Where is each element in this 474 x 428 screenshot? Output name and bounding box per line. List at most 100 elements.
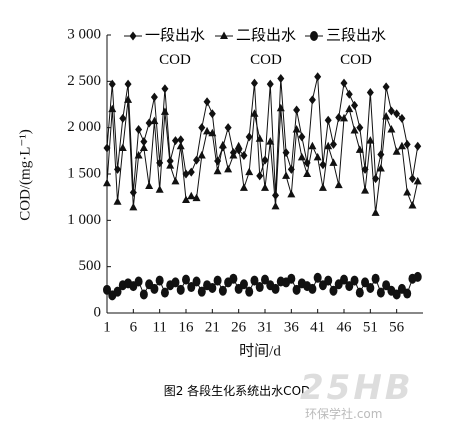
marker xyxy=(382,280,391,291)
marker xyxy=(382,112,391,120)
marker xyxy=(176,284,185,295)
marker xyxy=(350,275,359,286)
marker xyxy=(340,113,348,122)
marker xyxy=(340,274,348,285)
marker xyxy=(255,282,264,293)
marker xyxy=(187,167,195,177)
marker xyxy=(213,275,222,286)
marker xyxy=(382,82,390,92)
marker xyxy=(398,113,406,123)
marker xyxy=(213,166,222,175)
marker xyxy=(197,286,206,297)
caption: 图2 各段生化系统出水COD xyxy=(163,384,311,398)
marker xyxy=(187,191,196,200)
marker xyxy=(166,161,175,169)
marker xyxy=(329,139,337,149)
marker xyxy=(366,136,375,144)
legend-icon xyxy=(305,31,323,41)
x-tick-label: 31 xyxy=(258,319,273,335)
marker xyxy=(308,141,317,150)
marker xyxy=(413,176,422,185)
marker xyxy=(329,285,338,296)
watermark: 25HB xyxy=(300,368,414,408)
marker xyxy=(319,160,327,170)
x-tick-label: 46 xyxy=(337,319,353,335)
marker xyxy=(145,118,153,128)
marker xyxy=(261,155,269,165)
y-tick-label: 3 000 xyxy=(67,26,101,42)
marker xyxy=(387,125,396,133)
marker xyxy=(229,273,238,284)
legend-icon xyxy=(124,31,142,41)
marker xyxy=(276,103,285,112)
marker xyxy=(266,79,274,89)
marker xyxy=(218,285,227,296)
marker xyxy=(108,104,117,113)
y-tick-label: 0 xyxy=(94,304,102,320)
marker xyxy=(250,109,259,117)
marker xyxy=(250,275,259,286)
marker xyxy=(376,163,385,172)
x-tick-label: 16 xyxy=(179,319,195,335)
marker xyxy=(208,109,216,119)
marker xyxy=(161,84,169,94)
marker xyxy=(310,31,318,41)
marker xyxy=(272,190,280,200)
marker xyxy=(408,174,416,184)
marker xyxy=(351,100,359,110)
y-tick-label: 1 500 xyxy=(67,165,101,181)
legend-label: 一段出水COD xyxy=(144,28,205,68)
marker xyxy=(139,289,148,300)
marker xyxy=(150,116,159,125)
marker xyxy=(292,125,301,133)
marker xyxy=(408,201,417,209)
marker xyxy=(371,273,380,284)
marker xyxy=(192,193,201,202)
y-tick-label: 1 000 xyxy=(67,212,101,228)
marker xyxy=(345,281,354,292)
marker xyxy=(160,107,169,115)
legend-item: 一段出水COD xyxy=(124,24,208,72)
marker xyxy=(171,277,180,288)
marker xyxy=(261,183,269,191)
marker xyxy=(203,126,212,135)
marker xyxy=(314,72,322,82)
marker xyxy=(403,188,412,196)
marker xyxy=(413,271,422,282)
marker xyxy=(387,106,395,116)
marker xyxy=(308,95,316,105)
legend-item: 三段出水COD xyxy=(305,24,389,72)
marker xyxy=(224,123,232,133)
x-tick-label: 41 xyxy=(310,319,325,335)
marker xyxy=(313,272,322,283)
y-tick-label: 500 xyxy=(79,258,102,274)
marker xyxy=(340,78,348,88)
marker xyxy=(282,171,291,179)
marker xyxy=(119,113,127,123)
marker xyxy=(376,287,385,298)
marker xyxy=(366,282,375,293)
marker xyxy=(224,164,233,173)
marker xyxy=(361,277,370,288)
x-tick-label: 11 xyxy=(152,319,166,335)
marker xyxy=(182,274,190,285)
marker xyxy=(335,112,343,122)
marker xyxy=(155,185,164,193)
marker xyxy=(129,31,137,41)
marker xyxy=(160,287,169,298)
marker xyxy=(124,95,133,103)
marker xyxy=(277,74,285,84)
marker xyxy=(303,169,312,177)
y-tick-label: 2 500 xyxy=(67,73,101,89)
marker xyxy=(239,279,248,290)
marker xyxy=(255,134,264,142)
marker xyxy=(355,145,364,153)
marker xyxy=(218,140,227,149)
marker xyxy=(271,283,280,294)
marker xyxy=(245,286,254,297)
marker xyxy=(220,31,228,39)
legend-icon xyxy=(215,31,233,39)
y-tick-label: 2 000 xyxy=(67,119,101,135)
